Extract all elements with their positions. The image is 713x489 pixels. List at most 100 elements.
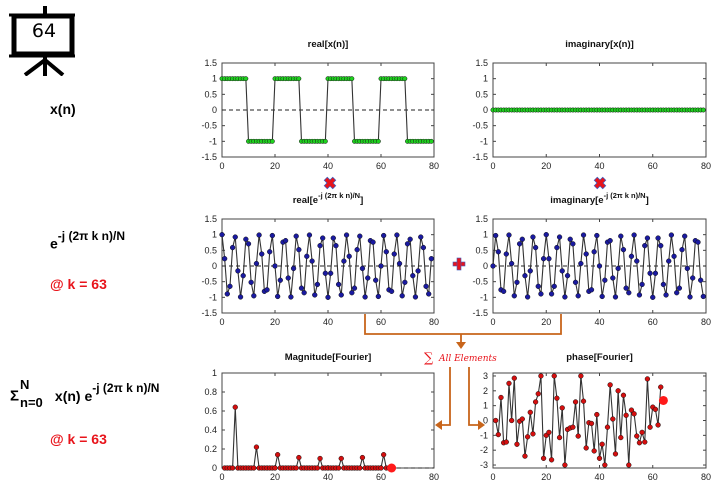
data-point [602,277,608,283]
x-tick-label: 0 [490,161,495,171]
data-point [330,235,336,241]
data-point [540,455,547,462]
data-point [527,409,533,415]
data-point [674,290,680,296]
data-point [229,244,236,251]
data-point [671,253,677,259]
data-point [511,375,517,381]
data-point [314,281,321,288]
data-point [527,268,533,274]
data-point [599,441,605,447]
y-tick-label: 0.5 [204,245,217,255]
data-point [591,249,597,255]
sum-lower-limit: n=0 [20,394,43,410]
data-point [522,453,528,459]
data-point [264,287,270,293]
data-point [628,407,635,413]
data-point [493,417,499,424]
x-tick-label: 60 [648,161,658,171]
data-point [647,270,653,276]
cross-stroke [594,177,606,189]
data-point [530,431,536,437]
y-tick-label: 1 [212,230,217,240]
y-tick-label: 1.5 [204,214,217,224]
data-point [572,399,579,405]
data-point [407,236,413,242]
data-point [647,424,653,430]
data-point [277,277,283,283]
data-point [519,236,525,242]
x-tick-label: 40 [323,317,333,327]
data-point [317,243,323,249]
data-point [495,431,501,438]
chart-title: real[e-j (2π k n)/N] [293,191,364,206]
data-point [370,239,376,245]
data-point [644,376,651,382]
data-point [251,465,257,471]
basis-label: e-j (2π k n)/N [50,229,125,252]
y-tick-label: -0.5 [201,277,217,287]
y-tick-label: -0.5 [472,121,488,131]
data-point [428,138,434,144]
data-point [493,232,499,239]
data-point [253,444,260,450]
y-tick-label: 0.5 [204,89,217,99]
data-point [343,232,350,238]
data-point [275,293,281,300]
chart-imag-x: imaginary[x(n)] 0 20 40 60 80 1.5 1 0.5 0 -0.5 -1 -1… [472,39,711,171]
data-point [341,258,347,264]
data-point [636,292,643,298]
title-end: ] [646,195,649,206]
highlight-point [387,463,397,473]
data-point [383,249,389,255]
data-point [412,294,419,300]
data-point [583,445,589,451]
plus-icon [452,257,466,271]
x-tick-label: 40 [594,161,604,171]
data-point [655,422,661,428]
data-point [373,277,379,283]
y-tick-label: 0.6 [204,406,217,416]
data-point [240,273,246,279]
data-point [312,292,318,298]
data-point [335,281,342,288]
data-point [498,394,504,401]
data-point [540,256,547,262]
data-point [304,253,310,259]
data-point [282,238,289,244]
data-point [636,440,643,446]
data-point [365,275,371,281]
data-point [524,434,531,440]
y-tick-label: 1 [212,368,217,378]
chart-title: imaginary[x(n)] [565,39,634,50]
presentation-board-icon: 64 [5,4,75,76]
data-point [559,268,565,274]
data-point [556,434,563,441]
data-point [658,243,664,249]
data-point [599,293,605,300]
data-point [623,412,629,418]
y-tick-label: 0.5 [475,89,488,99]
data-point [224,291,230,297]
y-tick-label: 1 [483,230,488,240]
x-tick-label: 40 [323,161,333,171]
data-point [399,293,405,299]
dft-term: x(n) e [54,387,93,404]
data-point [381,232,387,239]
y-tick-label: -1 [480,136,488,146]
data-point [639,429,645,436]
data-point [530,234,536,240]
data-point [644,235,651,241]
data-point [322,270,329,276]
data-point [333,243,339,249]
data-point [602,462,608,468]
data-point [426,291,432,297]
data-point [506,232,512,238]
data-point [357,465,363,471]
data-point [607,382,613,388]
data-point [415,268,421,274]
y-tick-label: 0 [483,416,488,426]
x-tick-label: 60 [376,161,386,171]
x-tick-label: 40 [594,472,604,482]
data-point [578,260,584,267]
